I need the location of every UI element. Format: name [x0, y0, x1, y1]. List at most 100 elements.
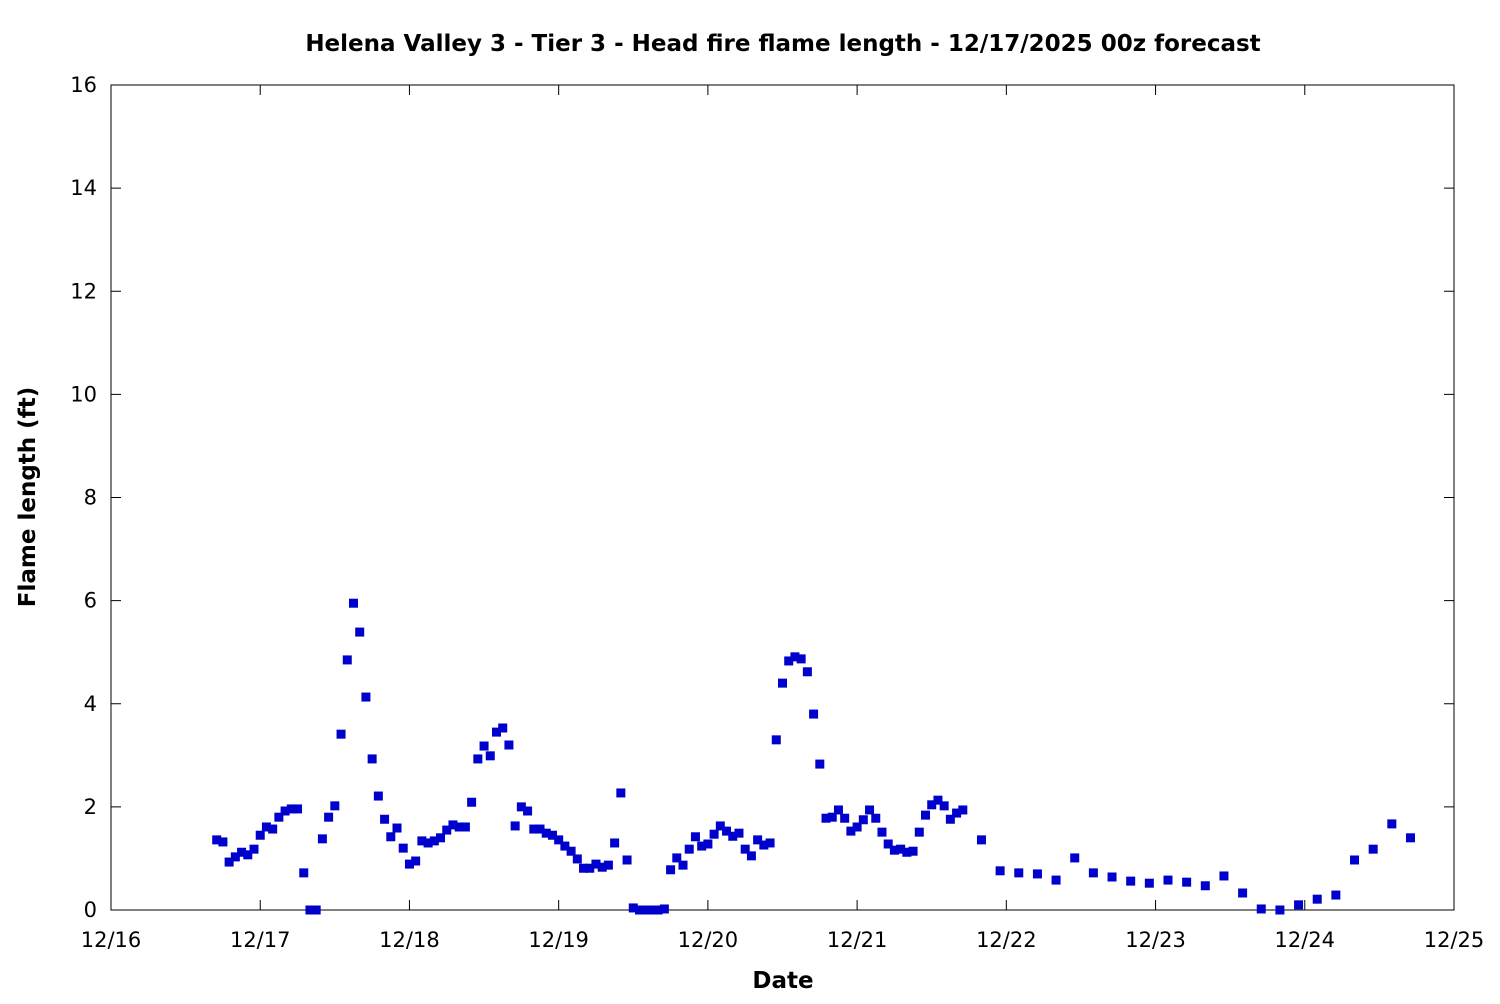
data-point — [616, 788, 626, 798]
data-point — [442, 825, 452, 835]
chart-title: Helena Valley 3 - Tier 3 - Head fire fla… — [305, 31, 1260, 57]
data-point — [355, 627, 365, 637]
data-point — [1126, 876, 1136, 886]
data-point — [261, 822, 271, 832]
data-point — [1405, 833, 1415, 843]
data-point — [597, 862, 607, 872]
data-point — [361, 692, 371, 702]
y-tick-label: 6 — [84, 589, 97, 613]
data-point — [1387, 819, 1397, 829]
data-point — [498, 723, 508, 733]
data-point — [778, 678, 787, 688]
data-point — [1368, 844, 1378, 854]
data-point — [249, 844, 259, 854]
data-point — [348, 598, 358, 608]
data-point — [212, 835, 222, 845]
data-point — [952, 808, 962, 818]
data-point — [293, 804, 303, 814]
x-tick-label: 12/19 — [528, 928, 589, 952]
data-point — [728, 831, 738, 841]
data-point — [833, 805, 843, 815]
data-point — [759, 840, 769, 850]
data-point — [1350, 855, 1360, 865]
data-point — [330, 801, 340, 811]
data-point — [653, 905, 663, 915]
data-point — [852, 822, 862, 832]
data-point — [541, 828, 551, 838]
data-point — [286, 804, 296, 814]
data-point — [933, 795, 943, 805]
data-point — [809, 709, 819, 719]
data-point — [1014, 868, 1024, 878]
data-point — [560, 841, 570, 851]
data-point — [976, 835, 986, 845]
data-point — [417, 836, 427, 846]
data-point — [815, 759, 825, 769]
data-point — [572, 854, 582, 864]
data-point — [479, 741, 489, 751]
data-point — [386, 832, 396, 842]
data-point — [255, 830, 265, 840]
data-point — [485, 751, 495, 761]
data-point — [1088, 868, 1098, 878]
data-point — [703, 839, 713, 849]
y-tick-label: 16 — [70, 73, 97, 97]
data-point — [889, 845, 899, 855]
data-point — [921, 810, 931, 820]
data-point — [1331, 890, 1341, 900]
data-point — [460, 822, 470, 832]
data-point — [305, 905, 315, 915]
data-point — [1144, 878, 1154, 888]
data-point — [237, 847, 247, 857]
data-point — [634, 905, 644, 915]
data-point — [827, 812, 837, 822]
data-point — [753, 835, 763, 845]
data-point — [622, 855, 632, 865]
x-tick-label: 12/18 — [379, 928, 440, 952]
data-point — [510, 821, 520, 831]
data-point — [224, 857, 234, 867]
data-point — [1032, 869, 1042, 879]
data-point — [1163, 875, 1173, 885]
data-point — [715, 821, 725, 831]
data-point — [902, 847, 912, 857]
y-axis-label: Flame length (ft) — [15, 387, 41, 607]
data-point — [697, 841, 707, 851]
data-point — [467, 797, 477, 807]
x-tick-label: 12/25 — [1424, 928, 1485, 952]
data-point — [1107, 872, 1117, 882]
data-point — [784, 656, 794, 666]
data-point — [722, 826, 732, 836]
data-point — [398, 843, 408, 853]
data-point — [299, 868, 309, 878]
data-point — [871, 813, 881, 823]
data-point — [1312, 894, 1322, 904]
data-point — [591, 859, 601, 869]
data-point — [373, 791, 383, 801]
data-point — [579, 863, 589, 873]
data-point — [666, 865, 676, 875]
data-point — [709, 829, 719, 839]
data-point — [516, 802, 526, 812]
data-point — [641, 905, 651, 915]
data-point — [821, 813, 831, 823]
x-tick-label: 12/16 — [81, 928, 142, 952]
data-point — [958, 805, 968, 815]
data-point — [896, 844, 906, 854]
data-point — [491, 727, 501, 737]
data-point — [523, 806, 533, 816]
y-tick-label: 8 — [84, 486, 97, 510]
data-point — [740, 844, 750, 854]
data-point — [771, 735, 781, 745]
data-point — [1182, 877, 1192, 887]
data-point — [647, 905, 657, 915]
data-point — [454, 822, 464, 832]
data-point — [504, 740, 514, 750]
x-tick-label: 12/24 — [1275, 928, 1336, 952]
data-point — [659, 904, 669, 914]
data-point — [230, 852, 240, 862]
data-point — [1294, 900, 1304, 910]
x-tick-label: 12/23 — [1125, 928, 1186, 952]
data-point — [796, 654, 806, 664]
data-point — [392, 823, 402, 833]
